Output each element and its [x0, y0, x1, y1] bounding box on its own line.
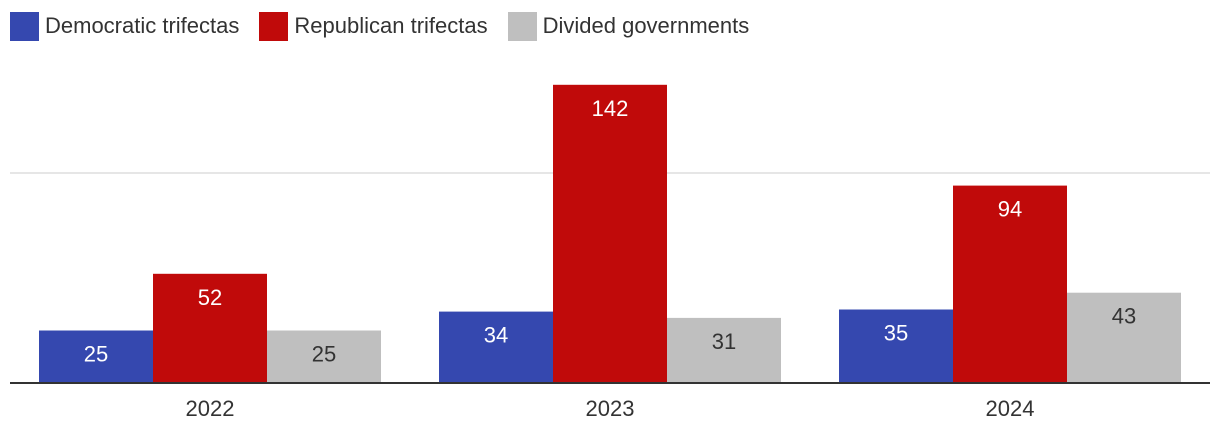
bar-2024-0: [839, 309, 953, 383]
x-tick-label: 2023: [586, 396, 635, 421]
bar-value-label: 94: [998, 197, 1022, 222]
bar-value-label: 31: [712, 329, 736, 354]
x-tick-label: 2024: [986, 396, 1035, 421]
bar-2022-2: [267, 330, 381, 383]
bar-2022-1: [153, 273, 267, 383]
bar-2024-2: [1067, 292, 1181, 383]
bar-2024-1: [953, 185, 1067, 383]
legend-item-republican[interactable]: Republican trifectas: [259, 11, 488, 41]
bar-value-label: 43: [1112, 304, 1136, 329]
bar-value-label: 34: [484, 323, 508, 348]
legend-label-democratic: Democratic trifectas: [45, 13, 240, 38]
bar-value-label: 25: [312, 342, 336, 367]
legend-swatch-republican: [259, 11, 289, 41]
bar-value-label: 25: [84, 342, 108, 367]
legend-swatch-democratic: [10, 11, 39, 41]
legend-label-divided: Divided governments: [542, 13, 750, 38]
legend: Democratic trifectas Republican trifecta…: [10, 11, 769, 41]
bar-2023-0: [439, 311, 553, 383]
bar-value-label: 52: [198, 285, 222, 310]
legend-label-republican: Republican trifectas: [294, 13, 488, 38]
legend-item-democratic[interactable]: Democratic trifectas: [10, 11, 240, 41]
bar-value-label: 35: [884, 321, 908, 346]
bar-2023-1: [553, 84, 667, 384]
x-tick-label: 2022: [186, 396, 235, 421]
legend-item-divided[interactable]: Divided governments: [507, 11, 750, 41]
bar-2022-0: [39, 330, 153, 383]
bar-value-label: 142: [592, 96, 629, 121]
legend-swatch-divided: [507, 11, 537, 41]
bar-2023-2: [667, 317, 781, 383]
